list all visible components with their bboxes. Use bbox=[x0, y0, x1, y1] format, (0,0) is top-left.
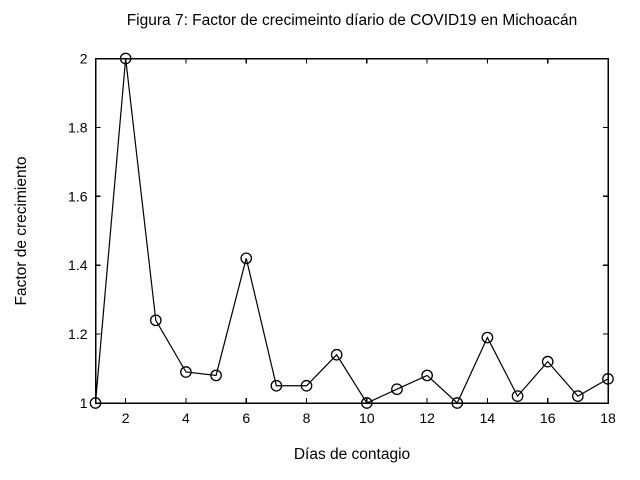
data-point-marker bbox=[300, 379, 313, 392]
data-point-marker bbox=[240, 252, 253, 265]
data-point-marker bbox=[119, 52, 132, 65]
chart-title: Figura 7: Factor de crecimeinto díario d… bbox=[126, 12, 578, 29]
x-tick-label: 6 bbox=[242, 410, 250, 426]
data-point-marker bbox=[451, 397, 464, 409]
data-point-marker bbox=[210, 369, 222, 382]
x-tick-label: 14 bbox=[480, 410, 496, 426]
data-point-marker bbox=[541, 355, 554, 368]
data-point-marker bbox=[481, 331, 494, 344]
data-point-marker bbox=[149, 314, 162, 327]
data-point-marker bbox=[89, 397, 102, 409]
y-tick-label: 1.2 bbox=[68, 326, 88, 342]
x-tick-label: 10 bbox=[359, 410, 375, 426]
data-line bbox=[94, 58, 609, 404]
x-tick-label: 2 bbox=[122, 410, 130, 426]
data-point-marker bbox=[270, 379, 283, 392]
y-tick-label: 1.4 bbox=[68, 257, 88, 273]
data-point-marker bbox=[572, 390, 584, 402]
data-point-marker bbox=[421, 369, 433, 382]
y-tick-label: 1.8 bbox=[68, 119, 88, 135]
data-point-marker bbox=[360, 397, 373, 409]
plot-frame bbox=[94, 57, 609, 404]
y-tick-label: 1 bbox=[80, 395, 88, 411]
x-tick-label: 16 bbox=[540, 410, 556, 426]
y-tick-label: 2 bbox=[80, 51, 88, 67]
data-point-marker bbox=[330, 348, 343, 361]
data-point-marker bbox=[391, 383, 403, 396]
y-tick-label: 1.6 bbox=[68, 188, 88, 204]
x-tick-label: 8 bbox=[303, 410, 311, 426]
x-tick-label: 12 bbox=[419, 410, 435, 426]
x-axis-label: Días de contagio bbox=[293, 446, 411, 463]
data-point-marker bbox=[180, 366, 192, 378]
x-tick-label: 4 bbox=[182, 410, 190, 426]
data-point-marker bbox=[602, 373, 614, 385]
data-point-marker bbox=[511, 390, 524, 402]
x-tick-label: 18 bbox=[600, 410, 616, 426]
